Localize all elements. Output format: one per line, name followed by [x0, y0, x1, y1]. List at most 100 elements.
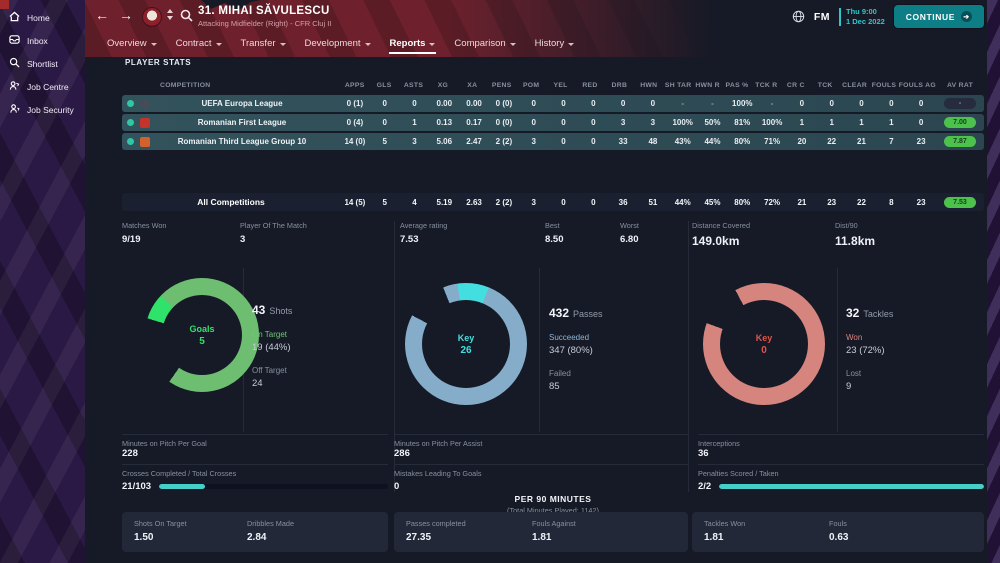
continue-button[interactable]: CONTINUE ➔ — [893, 5, 984, 28]
inbox-icon — [9, 34, 20, 47]
chart-stats-text: 432 Passes Succeeded 347 (80%) Failed 85 — [549, 306, 603, 392]
tab-reports[interactable]: Reports — [388, 34, 437, 55]
stat-cell: 48 — [648, 137, 658, 146]
sidebar-item-job-centre[interactable]: Job Centre — [0, 75, 85, 98]
summary-stat-cell: 8 — [889, 197, 894, 207]
tab-label: Comparison — [454, 38, 506, 49]
lower-stat-value: 2/2 — [698, 481, 712, 492]
per90-stat-value: 1.50 — [134, 532, 154, 543]
column-header: YEL — [553, 82, 568, 89]
per90-stat-value: 27.35 — [406, 532, 432, 543]
average-rating-badge: 7.87 — [943, 136, 976, 147]
chevron-down-icon — [167, 16, 173, 20]
forward-button[interactable]: → — [119, 7, 133, 23]
player-cycle-stepper[interactable] — [167, 9, 173, 20]
per90-cards: Shots On Target 1.50 Dribbles Made 2.84 Pass… — [122, 512, 984, 552]
table-row[interactable]: Romanian Third League Group 10 14 (0) 5 3 5.… — [122, 133, 984, 150]
chart-stats-text: 43 Shots On Target 19 (44%) Off Target 24 — [252, 303, 292, 389]
search-icon[interactable] — [180, 9, 193, 27]
table-body: UEFA Europa League 0 (1) 0 0 0.00 0.00 0 (0) 0 0… — [122, 95, 984, 150]
stat-cell: 100% — [761, 118, 783, 127]
donut-chart-passes: Key 26 — [405, 283, 527, 405]
donut-chart-tackles: Key 0 — [703, 283, 825, 405]
per90-stat-label: Fouls Against — [532, 519, 576, 528]
chart-stats-text: 32 Tackles Won 23 (72%) Lost 9 — [846, 306, 893, 392]
section-title: PLAYER STATS — [125, 58, 192, 67]
chart-stat2-label: Failed — [549, 369, 571, 378]
per90-subtitle: (Total Minutes Played: 1142) — [507, 506, 599, 515]
tab-contract[interactable]: Contract — [175, 34, 223, 55]
column-header: TCK — [817, 82, 833, 89]
back-button[interactable]: ← — [95, 7, 109, 23]
tab-overview[interactable]: Overview — [106, 34, 158, 55]
stat-cell: 3 — [531, 137, 536, 146]
progress-bar — [159, 484, 388, 489]
lower-stat-row: Minutes on Pitch Per Assist 286 — [394, 434, 688, 459]
donut-center-text: Goals 5 — [145, 278, 259, 392]
clock-date: 1 Dec 2022 — [846, 17, 885, 26]
overview-stat-label: Worst — [620, 221, 639, 230]
summary-stat-cell: 5 — [382, 197, 387, 207]
chart-stat1-value: 347 (80%) — [549, 345, 593, 356]
tab-development[interactable]: Development — [304, 34, 372, 55]
club-crest-icon[interactable] — [142, 7, 162, 27]
per90-stat: Fouls Against 1.81 — [532, 519, 576, 543]
column-header: COMPETITION — [160, 82, 211, 89]
stat-cell: - — [711, 99, 714, 108]
sidebar-item-shortlist[interactable]: Shortlist — [0, 52, 85, 75]
availability-dot-icon — [127, 138, 134, 145]
sidebar-item-inbox[interactable]: Inbox — [0, 29, 85, 52]
overview-stat-value: 3 — [240, 234, 246, 245]
tab-label: Development — [304, 38, 361, 49]
chart-total-unit: Shots — [269, 306, 293, 316]
donut-center-text: Key 26 — [405, 283, 527, 405]
tab-comparison[interactable]: Comparison — [453, 34, 516, 55]
stat-cell: 7 — [889, 137, 894, 146]
continue-label: CONTINUE — [905, 11, 955, 22]
globe-icon[interactable] — [792, 10, 805, 23]
chart-stat2-label: Off Target — [252, 366, 287, 375]
per90-stat-label: Fouls — [829, 519, 847, 528]
sidebar-item-label: Job Centre — [27, 81, 69, 92]
average-rating-badge: - — [943, 98, 976, 109]
stat-cell: 2.47 — [466, 137, 482, 146]
column-header: HWN R — [695, 82, 720, 89]
availability-dot-icon — [127, 119, 134, 126]
summary-stat-cell: 2.63 — [466, 197, 482, 207]
stat-cell: 0 — [859, 99, 864, 108]
overview-stat-label: Average rating — [400, 221, 448, 230]
stat-cell: 100% — [672, 118, 693, 127]
summary-stat-cell: 23 — [827, 197, 837, 207]
stat-cell: 3 — [412, 137, 417, 146]
donut-center-value: 0 — [761, 344, 767, 356]
column-header: GLS — [376, 82, 392, 89]
table-row[interactable]: UEFA Europa League 0 (1) 0 0 0.00 0.00 0 (0) 0 0… — [122, 95, 984, 112]
stat-cell: 1 — [799, 118, 805, 127]
competition-name: Romanian First League — [197, 118, 287, 127]
per90-stat-label: Dribbles Made — [247, 519, 295, 528]
rating-cell: 7.00 — [936, 117, 984, 128]
per90-stat-label: Shots On Target — [134, 519, 187, 528]
competition-logo-icon — [140, 117, 150, 128]
stat-cell: 0 — [561, 118, 566, 127]
sidebar-item-job-security[interactable]: Job Security — [0, 98, 85, 121]
sidebar-item-home[interactable]: Home — [0, 6, 85, 29]
column-header: CLEAR — [842, 82, 868, 89]
donut-center-label: Goals — [189, 323, 215, 334]
page-title: 31. MIHAI SĂVULESCU — [198, 5, 330, 17]
stat-cell: 0 (4) — [346, 118, 364, 127]
chart-stat1-label: Won — [846, 333, 863, 342]
table-row[interactable]: Romanian First League 0 (4) 0 1 0.13 0.17 0 (0… — [122, 114, 984, 131]
stat-cell: 3 — [650, 118, 656, 127]
sidebar-item-label: Home — [27, 12, 50, 23]
stat-cell: 43% — [674, 137, 691, 146]
summary-stat-cell: 36 — [618, 197, 628, 207]
sidebar-item-label: Job Security — [27, 104, 74, 115]
column-header: PAS % — [725, 82, 749, 89]
tab-label: Reports — [389, 38, 426, 49]
tab-history[interactable]: History — [534, 34, 576, 55]
stat-cell: 0 — [591, 99, 596, 108]
donut-center-label: Key — [755, 332, 773, 343]
tab-transfer[interactable]: Transfer — [240, 34, 287, 55]
